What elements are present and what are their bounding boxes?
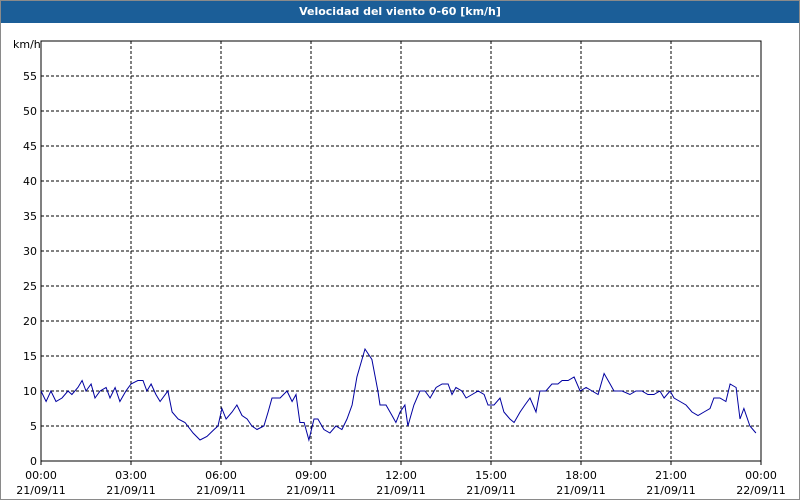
y-tick-label: 20 — [23, 315, 37, 328]
x-tick-label: 12:00 — [385, 469, 417, 482]
x-tick-label: 06:00 — [205, 469, 237, 482]
y-tick-label: 25 — [23, 280, 37, 293]
x-tick-label: 21:00 — [655, 469, 687, 482]
x-tick-date: 22/09/11 — [736, 484, 785, 497]
x-tick-date: 21/09/11 — [16, 484, 65, 497]
x-tick-date: 21/09/11 — [196, 484, 245, 497]
y-tick-label: 0 — [30, 455, 37, 468]
x-tick-label: 00:00 — [25, 469, 57, 482]
y-tick-label: 45 — [23, 140, 37, 153]
x-tick-label: 03:00 — [115, 469, 147, 482]
x-tick-date: 21/09/11 — [466, 484, 515, 497]
y-tick-label: 15 — [23, 350, 37, 363]
x-tick-label: 18:00 — [565, 469, 597, 482]
y-tick-label: 35 — [23, 210, 37, 223]
x-tick-date: 21/09/11 — [376, 484, 425, 497]
y-tick-label: 40 — [23, 175, 37, 188]
y-tick-label: 55 — [23, 70, 37, 83]
y-tick-label: 30 — [23, 245, 37, 258]
y-axis-label: km/h — [13, 38, 41, 51]
x-tick-date: 21/09/11 — [646, 484, 695, 497]
line-series — [40, 347, 757, 442]
y-tick-label: 5 — [30, 420, 37, 433]
x-tick-label: 09:00 — [295, 469, 327, 482]
x-tick-date: 21/09/11 — [106, 484, 155, 497]
plot-frame — [40, 40, 762, 462]
title-bar: Velocidad del viento 0-60 [km/h] — [1, 1, 799, 23]
chart: km/h 0 5 10 15 20 25 30 35 40 45 50 55 00:00 21/09/11… — [13, 38, 786, 497]
x-tick-date: 21/09/11 — [556, 484, 605, 497]
y-tick-label: 10 — [23, 385, 37, 398]
x-tick-label: 00:00 — [745, 469, 777, 482]
x-tick-date: 21/09/11 — [286, 484, 335, 497]
y-tick-label: 50 — [23, 105, 37, 118]
x-tick-label: 15:00 — [475, 469, 507, 482]
